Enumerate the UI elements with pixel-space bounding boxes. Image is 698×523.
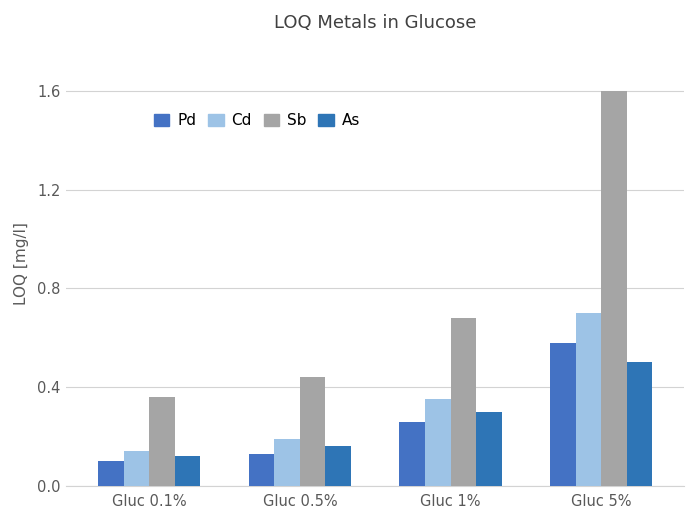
Bar (174, 456, 200, 486)
Bar (576, 313, 601, 486)
Bar (550, 343, 576, 486)
Legend: Pd, Cd, Sb, As: Pd, Cd, Sb, As (148, 107, 366, 134)
Y-axis label: LOQ [mg/l]: LOQ [mg/l] (14, 222, 29, 305)
Bar (149, 397, 174, 486)
Bar (476, 412, 502, 486)
Bar (450, 318, 476, 486)
Bar (399, 422, 425, 486)
Title: LOQ Metals in Glucose: LOQ Metals in Glucose (274, 14, 476, 32)
Bar (627, 362, 653, 486)
Bar (248, 454, 274, 486)
Bar (300, 377, 325, 486)
Bar (124, 451, 149, 486)
Bar (325, 446, 351, 486)
Bar (601, 91, 627, 486)
Bar (425, 400, 450, 486)
Bar (98, 461, 124, 486)
Bar (274, 439, 300, 486)
